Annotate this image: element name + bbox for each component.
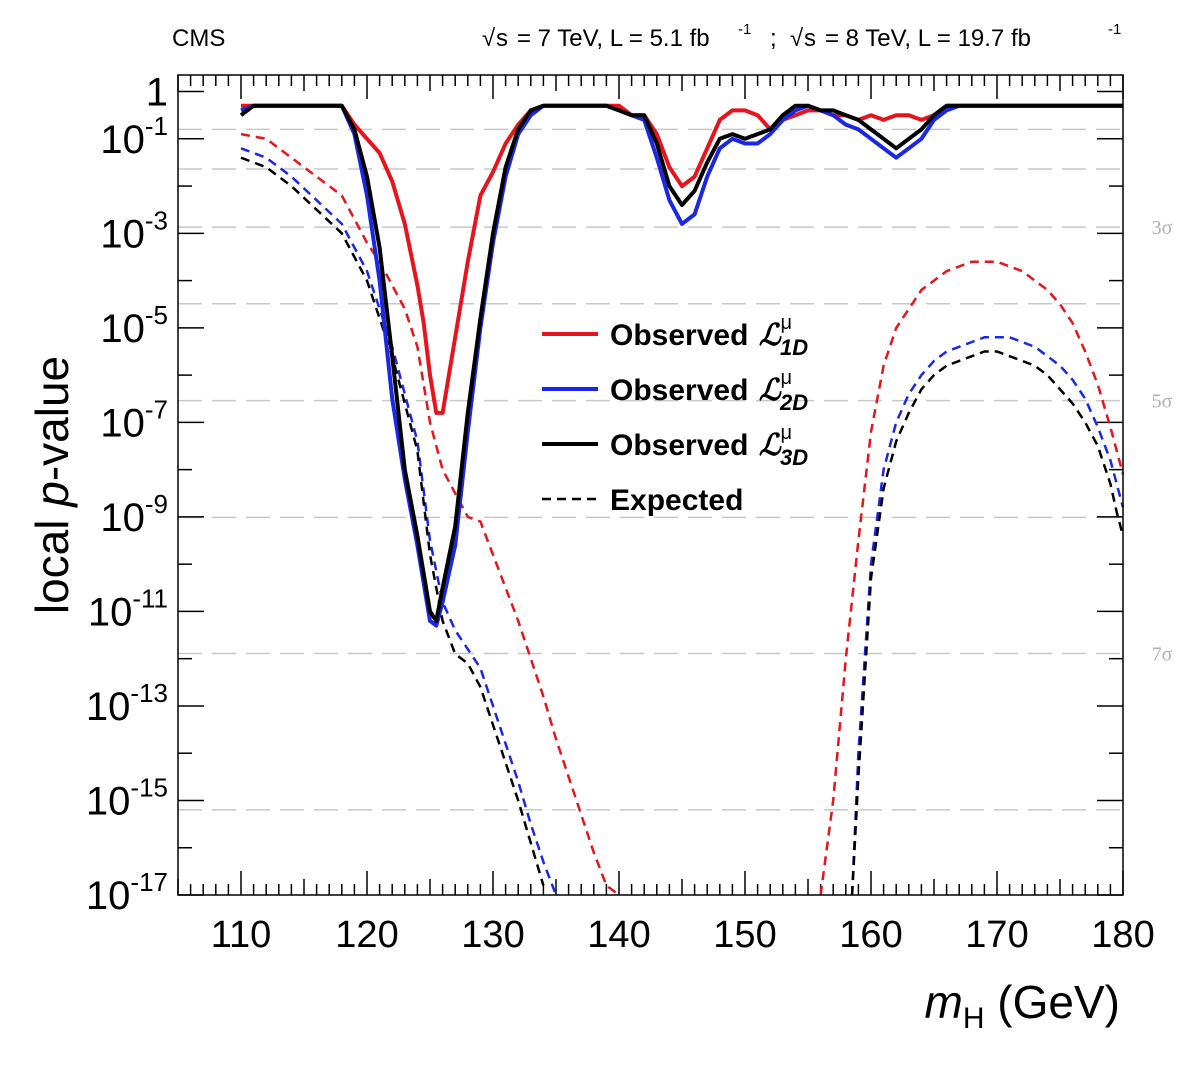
s-label-2: s [804, 25, 816, 52]
y-tick-label--1: 10-1 [100, 111, 168, 162]
svg-text:local p-value: local p-value [26, 356, 78, 614]
lumi-run1: = 7 TeV, L = 5.1 fb [517, 25, 710, 52]
x-axis-title: mH (GeV) [925, 976, 1120, 1035]
sigma-label-4: 5σ [1152, 391, 1173, 413]
y-tick-label--13: 10-13 [86, 678, 168, 729]
y-axis-title-p: p [26, 481, 78, 509]
y-axis-title-pre: local [26, 507, 78, 614]
series-observed-3d [239, 103, 1123, 623]
x-tick-label-180: 180 [1091, 914, 1154, 956]
x-tick-label-130: 130 [461, 914, 524, 956]
x-axis-title-sub: H [963, 1002, 985, 1035]
y-tick-label-0: 1 [146, 71, 168, 115]
x-tick-label-150: 150 [713, 914, 776, 956]
sigma-label-2: 3σ [1152, 217, 1173, 239]
x-tick-label-120: 120 [335, 914, 398, 956]
sqrt-symbol-2: √ [790, 25, 804, 52]
series-expected-3d [240, 156, 1125, 896]
sqrt-symbol-1: √ [482, 25, 496, 52]
lumi-run2-exp: -1 [1108, 21, 1121, 38]
legend-label-2: Observed ℒμ 3D [610, 422, 808, 470]
sigma-reference-lines: 3σ 5σ 7σ [178, 128, 1173, 811]
lumi-run1-exp: -1 [738, 21, 751, 38]
axis-ticks [177, 75, 1124, 896]
legend-label-3: Expected [610, 484, 743, 517]
x-axis-title-rest: (GeV) [985, 976, 1120, 1028]
x-tick-label-160: 160 [839, 914, 902, 956]
header: CMS √ s = 7 TeV, L = 5.1 fb -1 ; √ s = 8… [172, 21, 1121, 52]
y-tick-label--11: 10-11 [88, 583, 168, 634]
s-label-1: s [496, 25, 508, 52]
lumi-separator: ; [770, 25, 777, 52]
experiment-label: CMS [172, 25, 225, 52]
y-tick-label--15: 10-15 [86, 772, 168, 823]
svg-text:mH (GeV): mH (GeV) [925, 976, 1120, 1035]
x-tick-label-140: 140 [587, 914, 650, 956]
series-observed-1d [241, 103, 1123, 415]
lumi-run2: = 8 TeV, L = 19.7 fb [825, 25, 1031, 52]
legend: Observed ℒμ 1D Observed ℒμ 2D Observed ℒμ 3D E… [542, 312, 808, 517]
lumi-label: √ s = 7 TeV, L = 5.1 fb -1 ; √ s = 8 TeV… [482, 21, 1121, 52]
y-tick-label--7: 10-7 [100, 394, 168, 445]
sigma-label-6: 7σ [1152, 643, 1173, 665]
y-tick-label--3: 10-3 [100, 205, 168, 256]
series-group [239, 103, 1125, 896]
y-tick-labels: 110-1 10-3 10-5 10-7 10-9 10-11 10-13 10-15 10-1… [86, 71, 168, 918]
y-tick-label--9: 10-9 [100, 489, 168, 540]
x-tick-labels: 110 120 130 140 150 160 170 180 [211, 914, 1155, 956]
x-tick-label-170: 170 [965, 914, 1028, 956]
y-tick-label--5: 10-5 [100, 300, 168, 351]
x-tick-label-110: 110 [211, 914, 272, 956]
plot-frame [177, 74, 1124, 896]
y-tick-label--17: 10-17 [86, 867, 168, 918]
series-expected-1d [240, 132, 1125, 896]
y-axis-title-post: -value [26, 356, 78, 481]
series-expected-2d [240, 147, 1125, 896]
legend-label-1: Observed ℒμ 2D [610, 367, 808, 415]
legend-label-0: Observed ℒμ 1D [610, 312, 808, 360]
x-axis-title-m: m [925, 976, 963, 1028]
y-axis-title: local p-value [26, 356, 78, 614]
